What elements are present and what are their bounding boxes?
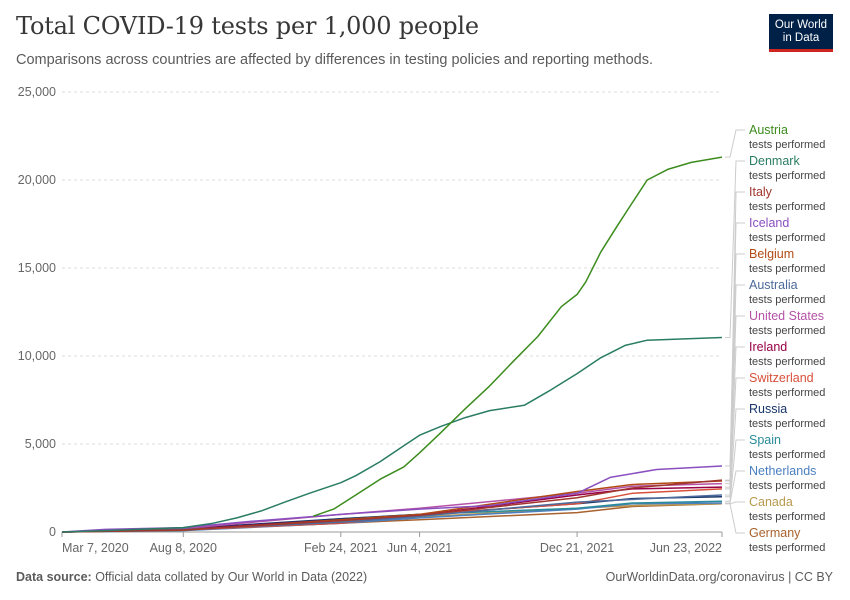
x-tick-label: Dec 21, 2021: [540, 541, 614, 555]
chart-title: Total COVID-19 tests per 1,000 people: [16, 12, 479, 40]
legend-connector: [725, 408, 745, 498]
legend-sublabel: tests performed: [749, 201, 825, 213]
data-source-label: Data source:: [16, 570, 92, 584]
legend-label-austria: Austria: [749, 123, 788, 137]
legend-label-netherlands: Netherlands: [749, 464, 816, 478]
series-line-russia: [61, 496, 723, 533]
legend-sublabel: tests performed: [749, 480, 825, 492]
series-line-australia: [61, 494, 723, 533]
legend-label-iceland: Iceland: [749, 216, 789, 230]
series-line-austria: [312, 156, 723, 517]
legend-sublabel: tests performed: [749, 511, 825, 523]
legend-sublabel: tests performed: [749, 418, 825, 430]
y-tick-label: 5,000: [25, 437, 56, 451]
x-tick-label: Feb 24, 2021: [304, 541, 378, 555]
data-source-text: Official data collated by Our World in D…: [91, 570, 368, 584]
legend-label-ireland: Ireland: [749, 340, 787, 354]
legend-label-russia: Russia: [749, 402, 787, 416]
legend-label-italy: Italy: [749, 185, 773, 199]
legend-connector: [725, 315, 745, 485]
legend-label-australia: Australia: [749, 278, 798, 292]
legend-sublabel: tests performed: [749, 449, 825, 461]
legend-label-germany: Germany: [749, 526, 801, 540]
legend-sublabel: tests performed: [749, 232, 825, 244]
chart-subtitle: Comparisons across countries are affecte…: [16, 52, 654, 68]
legend-connector: [725, 439, 745, 502]
legend-sublabel: tests performed: [749, 387, 825, 399]
series-line-united-states: [61, 482, 723, 533]
legend-connector: [725, 160, 745, 338]
data-source: Data source: Official data collated by O…: [16, 570, 367, 584]
x-tick-label: Jun 4, 2021: [387, 541, 452, 555]
y-tick-label: 25,000: [18, 85, 56, 99]
x-tick-label: Jun 23, 2022: [650, 541, 722, 555]
legend-sublabel: tests performed: [749, 139, 825, 151]
legend-label-spain: Spain: [749, 433, 781, 447]
legend-sublabel: tests performed: [749, 325, 825, 337]
legend-connector: [725, 222, 745, 467]
legend-sublabel: tests performed: [749, 356, 825, 368]
series-line-ireland: [61, 486, 723, 533]
legend-connector: [725, 346, 745, 488]
owid-logo[interactable]: Our World in Data: [769, 14, 833, 52]
y-tick-label: 20,000: [18, 173, 56, 187]
y-tick-label: 10,000: [18, 349, 56, 363]
legend-connector: [725, 503, 745, 534]
legend-sublabel: tests performed: [749, 542, 825, 554]
legend-sublabel: tests performed: [749, 263, 825, 275]
legend-label-belgium: Belgium: [749, 247, 794, 261]
legend-connector: [725, 129, 745, 158]
legend-label-canada: Canada: [749, 495, 793, 509]
series-line-italy: [61, 479, 723, 533]
legend-connector: [725, 253, 745, 482]
x-tick-label: Mar 7, 2020: [62, 541, 129, 555]
logo-line-2: in Data: [782, 31, 820, 44]
legend-connector: [725, 377, 745, 490]
legend-label-denmark: Denmark: [749, 154, 800, 168]
legend-connector: [725, 470, 745, 504]
y-tick-label: 15,000: [18, 261, 56, 275]
credit-link[interactable]: OurWorldinData.org/coronavirus | CC BY: [605, 570, 833, 584]
logo-line-1: Our World: [774, 18, 828, 31]
x-tick-label: Aug 8, 2020: [150, 541, 217, 555]
legend-label-united-states: United States: [749, 309, 824, 323]
legend-sublabel: tests performed: [749, 294, 825, 306]
legend-sublabel: tests performed: [749, 170, 825, 182]
legend-label-switzerland: Switzerland: [749, 371, 814, 385]
y-tick-label: 0: [49, 525, 56, 539]
series-line-denmark: [61, 336, 723, 533]
